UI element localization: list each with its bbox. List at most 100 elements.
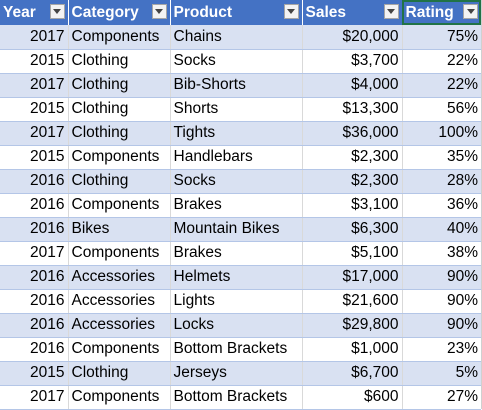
cell-sales[interactable]: $13,300 xyxy=(302,97,403,122)
cell-rating[interactable]: 56% xyxy=(402,97,481,122)
cell-sales[interactable]: $2,300 xyxy=(302,169,403,194)
header-sales[interactable]: Sales xyxy=(302,0,403,25)
cell-year[interactable]: 2017 xyxy=(0,25,69,50)
cell-category[interactable]: Components xyxy=(68,25,171,50)
cell-rating[interactable]: 28% xyxy=(402,169,481,194)
header-category[interactable]: Category xyxy=(68,0,171,25)
cell-year[interactable]: 2017 xyxy=(0,121,69,146)
cell-product[interactable]: Lights xyxy=(170,289,303,314)
cell-sales[interactable]: $3,700 xyxy=(302,49,403,74)
cell-category[interactable]: Clothing xyxy=(68,121,171,146)
cell-rating[interactable]: 22% xyxy=(402,49,481,74)
header-year[interactable]: Year xyxy=(0,0,69,25)
cell-rating[interactable]: 22% xyxy=(402,73,481,98)
cell-category[interactable]: Components xyxy=(68,385,171,410)
cell-rating[interactable]: 90% xyxy=(402,313,481,338)
cell-product[interactable]: Bottom Brackets xyxy=(170,385,303,410)
table-row: 2017 Components Chains $20,000 75% xyxy=(0,25,481,50)
cell-sales[interactable]: $4,000 xyxy=(302,73,403,98)
cell-rating[interactable]: 5% xyxy=(402,361,481,386)
cell-year[interactable]: 2016 xyxy=(0,265,69,290)
cell-sales[interactable]: $3,100 xyxy=(302,193,403,218)
cell-product[interactable]: Jerseys xyxy=(170,361,303,386)
cell-product[interactable]: Helmets xyxy=(170,265,303,290)
cell-rating[interactable]: 100% xyxy=(402,121,481,146)
cell-sales[interactable]: $29,800 xyxy=(302,313,403,338)
filter-dropdown-icon[interactable] xyxy=(383,4,399,19)
table-row: 2016 Components Brakes $3,100 36% xyxy=(0,193,481,218)
cell-product[interactable]: Mountain Bikes xyxy=(170,217,303,242)
cell-category[interactable]: Accessories xyxy=(68,265,171,290)
cell-category[interactable]: Components xyxy=(68,193,171,218)
cell-product[interactable]: Socks xyxy=(170,49,303,74)
table-row: 2015 Clothing Shorts $13,300 56% xyxy=(0,97,481,122)
header-label: Rating xyxy=(405,3,454,21)
cell-rating[interactable]: 36% xyxy=(402,193,481,218)
cell-category[interactable]: Clothing xyxy=(68,73,171,98)
cell-sales[interactable]: $5,100 xyxy=(302,241,403,266)
cell-rating[interactable]: 38% xyxy=(402,241,481,266)
cell-year[interactable]: 2016 xyxy=(0,217,69,242)
cell-category[interactable]: Clothing xyxy=(68,169,171,194)
cell-category[interactable]: Clothing xyxy=(68,97,171,122)
cell-year[interactable]: 2016 xyxy=(0,289,69,314)
header-product[interactable]: Product xyxy=(170,0,303,25)
table-row: 2016 Accessories Helmets $17,000 90% xyxy=(0,265,481,290)
cell-rating[interactable]: 23% xyxy=(402,337,481,362)
cell-category[interactable]: Components xyxy=(68,241,171,266)
cell-sales[interactable]: $1,000 xyxy=(302,337,403,362)
cell-sales[interactable]: $2,300 xyxy=(302,145,403,170)
table-row: 2017 Components Brakes $5,100 38% xyxy=(0,241,481,266)
cell-product[interactable]: Socks xyxy=(170,169,303,194)
cell-sales[interactable]: $21,600 xyxy=(302,289,403,314)
filter-dropdown-icon[interactable] xyxy=(463,4,478,19)
cell-category[interactable]: Accessories xyxy=(68,313,171,338)
cell-category[interactable]: Components xyxy=(68,145,171,170)
header-rating[interactable]: Rating xyxy=(402,0,481,25)
cell-rating[interactable]: 35% xyxy=(402,145,481,170)
cell-product[interactable]: Handlebars xyxy=(170,145,303,170)
cell-category[interactable]: Accessories xyxy=(68,289,171,314)
table-row: 2015 Components Handlebars $2,300 35% xyxy=(0,145,481,170)
cell-product[interactable]: Bib-Shorts xyxy=(170,73,303,98)
table-row: 2016 Accessories Locks $29,800 90% xyxy=(0,313,481,338)
cell-product[interactable]: Brakes xyxy=(170,241,303,266)
cell-year[interactable]: 2016 xyxy=(0,337,69,362)
cell-rating[interactable]: 90% xyxy=(402,289,481,314)
cell-product[interactable]: Tights xyxy=(170,121,303,146)
cell-sales[interactable]: $36,000 xyxy=(302,121,403,146)
cell-rating[interactable]: 27% xyxy=(402,385,481,410)
cell-category[interactable]: Clothing xyxy=(68,361,171,386)
filter-dropdown-icon[interactable] xyxy=(151,4,167,19)
cell-year[interactable]: 2017 xyxy=(0,385,69,410)
cell-rating[interactable]: 40% xyxy=(402,217,481,242)
cell-year[interactable]: 2015 xyxy=(0,145,69,170)
cell-category[interactable]: Components xyxy=(68,337,171,362)
cell-sales[interactable]: $20,000 xyxy=(302,25,403,50)
cell-year[interactable]: 2017 xyxy=(0,73,69,98)
cell-year[interactable]: 2016 xyxy=(0,169,69,194)
header-label: Sales xyxy=(305,3,347,21)
filter-dropdown-icon[interactable] xyxy=(283,4,299,19)
cell-year[interactable]: 2017 xyxy=(0,241,69,266)
cell-year[interactable]: 2015 xyxy=(0,49,69,74)
cell-sales[interactable]: $6,700 xyxy=(302,361,403,386)
cell-year[interactable]: 2016 xyxy=(0,193,69,218)
cell-product[interactable]: Shorts xyxy=(170,97,303,122)
header-label: Product xyxy=(173,3,233,21)
cell-sales[interactable]: $600 xyxy=(302,385,403,410)
cell-category[interactable]: Clothing xyxy=(68,49,171,74)
cell-year[interactable]: 2015 xyxy=(0,361,69,386)
cell-sales[interactable]: $17,000 xyxy=(302,265,403,290)
cell-product[interactable]: Bottom Brackets xyxy=(170,337,303,362)
cell-year[interactable]: 2016 xyxy=(0,313,69,338)
cell-rating[interactable]: 75% xyxy=(402,25,481,50)
filter-dropdown-icon[interactable] xyxy=(49,4,65,19)
cell-category[interactable]: Bikes xyxy=(68,217,171,242)
cell-sales[interactable]: $6,300 xyxy=(302,217,403,242)
cell-year[interactable]: 2015 xyxy=(0,97,69,122)
cell-rating[interactable]: 90% xyxy=(402,265,481,290)
cell-product[interactable]: Locks xyxy=(170,313,303,338)
cell-product[interactable]: Chains xyxy=(170,25,303,50)
cell-product[interactable]: Brakes xyxy=(170,193,303,218)
